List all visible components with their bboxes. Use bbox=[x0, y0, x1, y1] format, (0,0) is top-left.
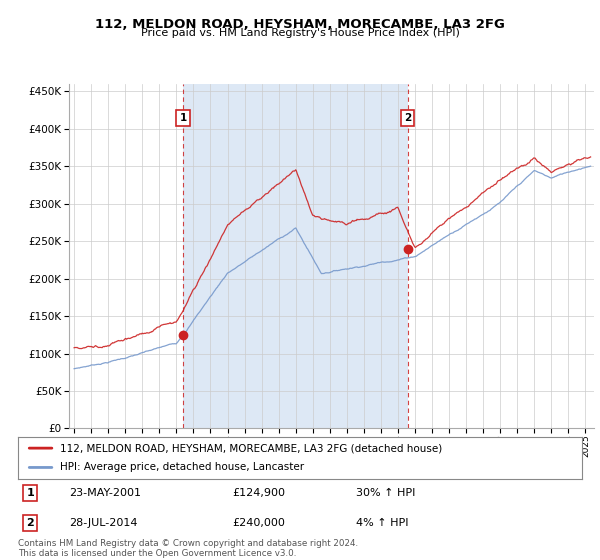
Text: 112, MELDON ROAD, HEYSHAM, MORECAMBE, LA3 2FG: 112, MELDON ROAD, HEYSHAM, MORECAMBE, LA… bbox=[95, 18, 505, 31]
Text: 1: 1 bbox=[179, 113, 187, 123]
Text: £240,000: £240,000 bbox=[232, 518, 285, 528]
Text: 1: 1 bbox=[26, 488, 34, 498]
Text: 30% ↑ HPI: 30% ↑ HPI bbox=[356, 488, 416, 498]
Text: 2: 2 bbox=[404, 113, 412, 123]
Text: 4% ↑ HPI: 4% ↑ HPI bbox=[356, 518, 409, 528]
Text: Contains HM Land Registry data © Crown copyright and database right 2024.
This d: Contains HM Land Registry data © Crown c… bbox=[18, 539, 358, 558]
Bar bbox=[183, 84, 407, 428]
Text: HPI: Average price, detached house, Lancaster: HPI: Average price, detached house, Lanc… bbox=[60, 463, 304, 473]
Text: 28-JUL-2014: 28-JUL-2014 bbox=[69, 518, 137, 528]
Text: 23-MAY-2001: 23-MAY-2001 bbox=[69, 488, 141, 498]
Text: 2: 2 bbox=[26, 518, 34, 528]
Text: 112, MELDON ROAD, HEYSHAM, MORECAMBE, LA3 2FG (detached house): 112, MELDON ROAD, HEYSHAM, MORECAMBE, LA… bbox=[60, 443, 443, 453]
Text: £124,900: £124,900 bbox=[232, 488, 286, 498]
Text: Price paid vs. HM Land Registry's House Price Index (HPI): Price paid vs. HM Land Registry's House … bbox=[140, 28, 460, 38]
